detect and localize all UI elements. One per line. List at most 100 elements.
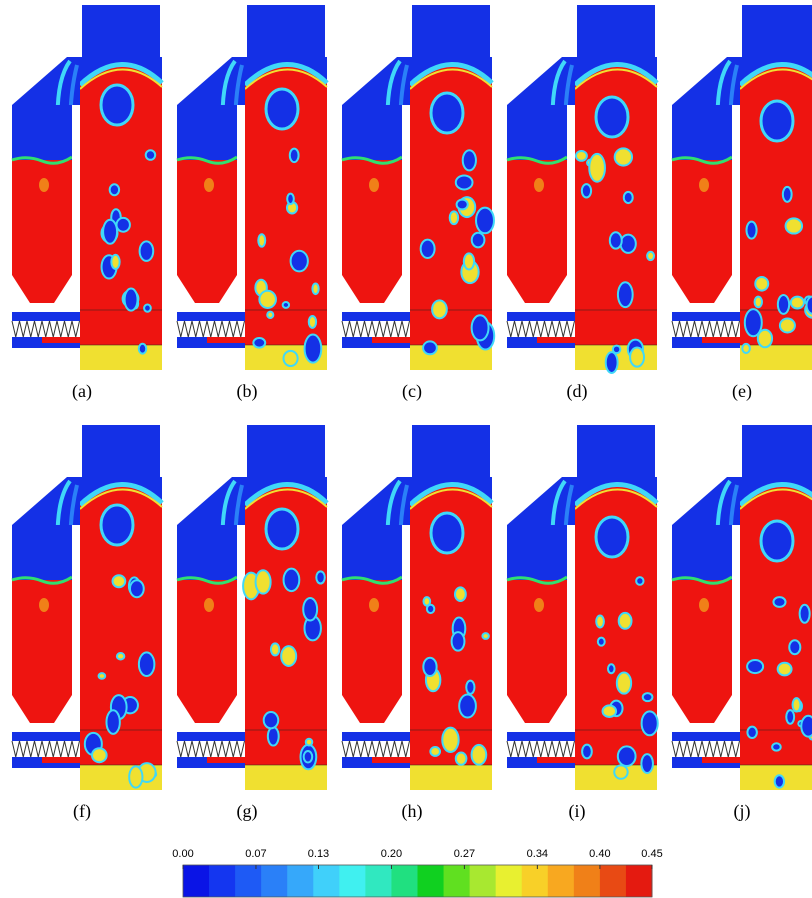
bubble (256, 570, 271, 593)
vessel-top (12, 105, 72, 160)
vessel-divider (567, 105, 575, 310)
bubble (139, 344, 146, 354)
bubble (306, 739, 313, 746)
vessel-divider (567, 525, 575, 730)
screw-red (207, 757, 245, 763)
bubble (582, 184, 591, 197)
bubble (111, 255, 119, 269)
bubble (264, 712, 279, 728)
panel-label: (a) (72, 381, 92, 402)
outlet (742, 5, 812, 57)
panel-label: (i) (569, 801, 586, 822)
panel-label: (h) (402, 801, 423, 822)
bubble (144, 305, 151, 312)
outlet (247, 5, 325, 57)
bubble (431, 513, 463, 553)
colorbar-tick-label: 0.00 (172, 848, 193, 860)
bubble (432, 300, 447, 318)
bubble (455, 587, 466, 601)
bubble (783, 187, 792, 202)
bubble (472, 745, 487, 765)
bubble (772, 743, 781, 750)
bubble (103, 220, 117, 244)
bubble (630, 348, 644, 367)
bubble (305, 335, 322, 363)
bubble (456, 175, 473, 189)
bubble (266, 89, 298, 129)
colorbar-tick-label: 0.07 (245, 848, 266, 860)
bubble (786, 710, 794, 724)
outlet (742, 425, 812, 477)
bubble (125, 289, 138, 311)
bubble (117, 653, 124, 659)
bubble (472, 315, 489, 340)
colorbar-bin (600, 865, 627, 897)
bubble (421, 240, 435, 258)
screw-red (372, 337, 410, 343)
outlet (412, 425, 490, 477)
vessel-divider (72, 525, 80, 730)
figure: (a)(b)(c)(d)(e)(f)(g)(h)(i)(j)0.000.070.… (0, 0, 812, 898)
bubble (747, 660, 763, 673)
bubble (582, 745, 592, 759)
bubble (747, 727, 756, 738)
bubble (793, 698, 801, 711)
panel-label: (j) (734, 801, 751, 822)
bubble (742, 344, 750, 353)
bubble (129, 766, 142, 787)
panel-label: (f) (73, 801, 91, 822)
colorbar-bin (444, 865, 471, 897)
screw-red (537, 337, 575, 343)
bubble (466, 681, 474, 694)
vessel-divider (732, 525, 740, 730)
vessel-spot (39, 598, 49, 612)
bubble (287, 194, 294, 204)
simulation-panel: (f) (12, 425, 162, 822)
simulation-panel: (h) (342, 425, 492, 822)
bubble (140, 241, 154, 261)
bubble (284, 569, 300, 591)
bubble (117, 218, 130, 232)
vessel-divider (72, 105, 80, 310)
colorbar-tick-label: 0.34 (527, 848, 548, 860)
colorbar-bin (339, 865, 366, 897)
bubble (775, 775, 784, 787)
vessel-divider (237, 105, 245, 310)
bubble (610, 232, 622, 248)
colorbar-bin (183, 865, 210, 897)
bubble (303, 598, 317, 620)
bubble (456, 753, 467, 765)
bubble (608, 664, 615, 673)
panel-label: (g) (237, 801, 258, 822)
bubble (99, 673, 106, 679)
vessel-top (12, 525, 72, 580)
vessel-top (507, 105, 567, 160)
bubble (589, 154, 605, 182)
colorbar-bin (261, 865, 288, 897)
colorbar-bin (470, 865, 497, 897)
bubble (113, 575, 126, 587)
colorbar-tick-label: 0.20 (381, 848, 402, 860)
bubble (283, 351, 297, 366)
bubble (476, 208, 494, 234)
screw-red (702, 337, 740, 343)
bubble (603, 705, 617, 717)
bubble (807, 296, 812, 313)
vessel-spot (534, 598, 544, 612)
colorbar-bin (287, 865, 314, 897)
riser-bottom (245, 765, 327, 790)
bubble (755, 297, 762, 308)
colorbar-bin (626, 865, 653, 897)
bubble (755, 277, 768, 291)
colorbar-bin (548, 865, 575, 897)
screw-red (207, 337, 245, 343)
bubble (267, 312, 273, 318)
simulation-panel: (b) (177, 5, 327, 402)
panel-label: (e) (732, 381, 752, 402)
vessel-spot (369, 178, 379, 192)
outlet (577, 425, 655, 477)
bubble (614, 765, 627, 778)
bubble (636, 577, 643, 585)
bubble (268, 727, 279, 745)
vessel-spot (39, 178, 49, 192)
